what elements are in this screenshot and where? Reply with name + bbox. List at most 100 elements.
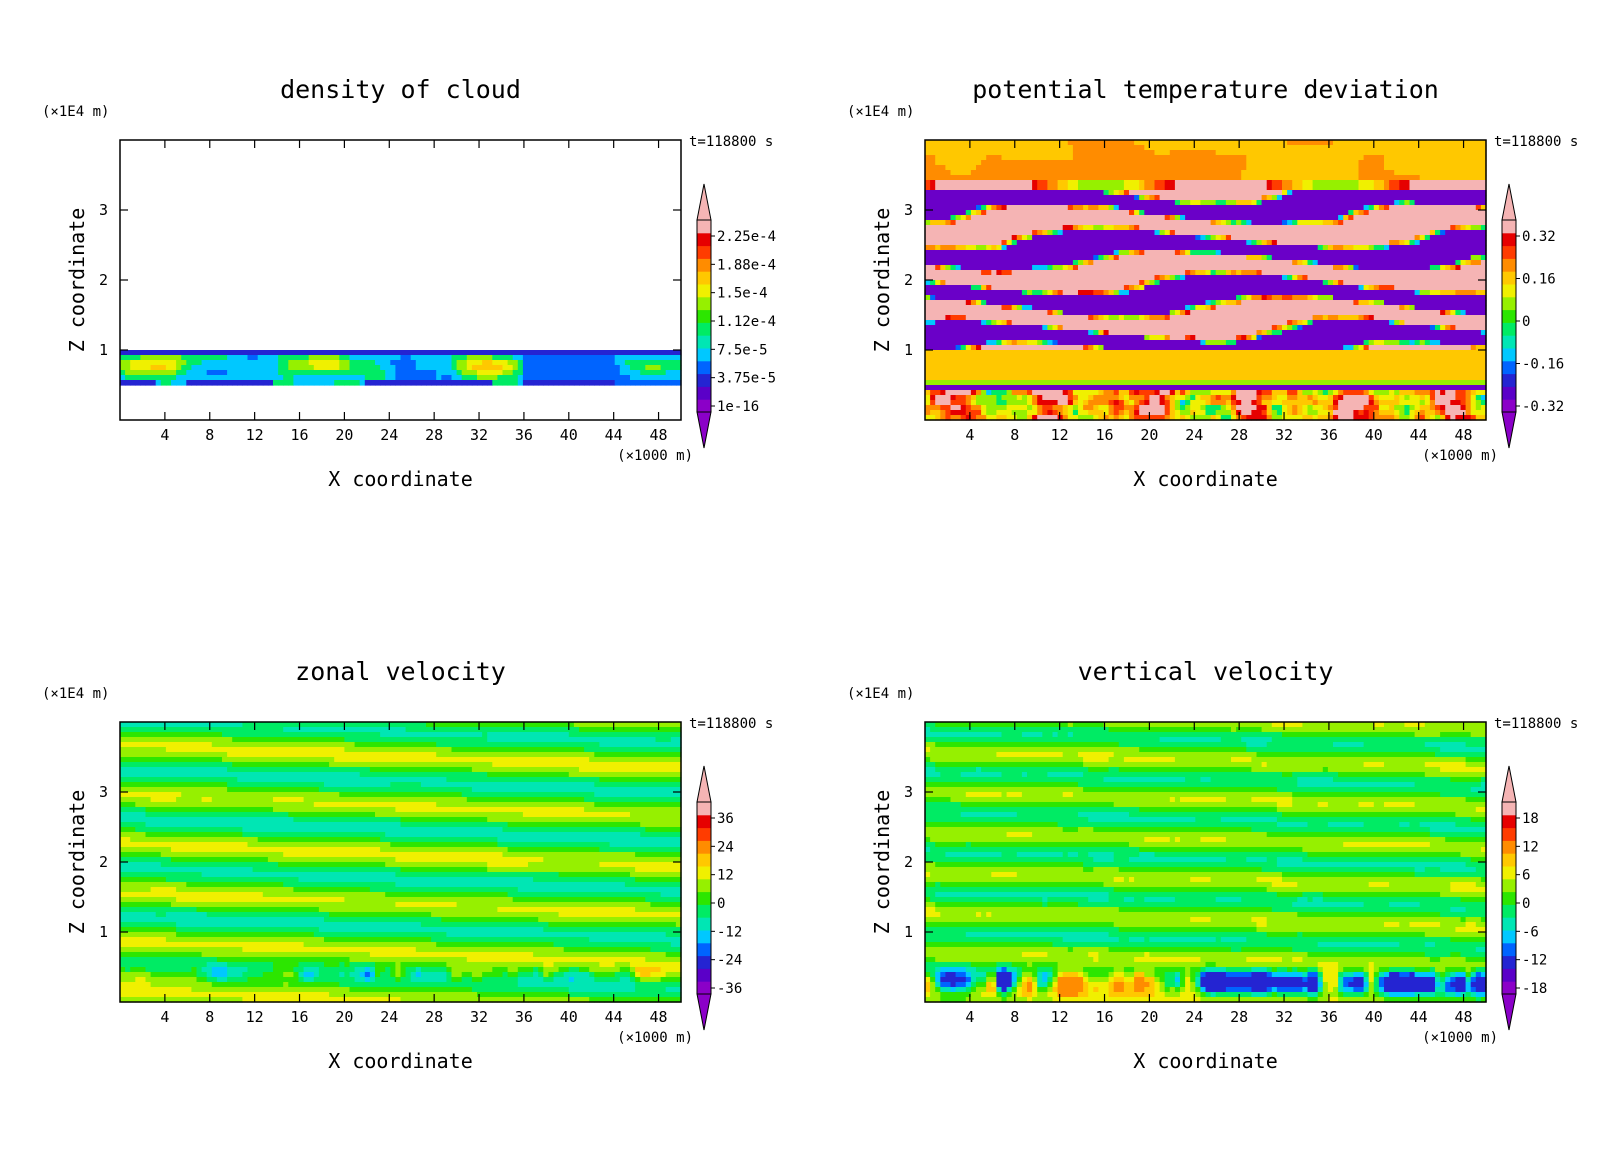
heatmap-cell — [594, 355, 600, 361]
heatmap-cell — [145, 365, 152, 371]
heatmap-cell — [996, 205, 1003, 211]
heatmap-cell — [1241, 320, 1247, 326]
heatmap-cell — [1011, 270, 1018, 276]
heatmap-cell — [1246, 325, 1252, 331]
heatmap-cell — [1129, 305, 1135, 311]
heatmap-cell — [1088, 300, 1094, 306]
heatmap-cell — [1149, 150, 1156, 156]
heatmap-cell — [1399, 285, 1405, 291]
heatmap-cell — [563, 350, 570, 356]
heatmap-cell — [925, 305, 931, 311]
heatmap-cell — [1399, 205, 1405, 211]
heatmap-cell — [1317, 320, 1324, 326]
heatmap-cell — [1445, 155, 1451, 161]
heatmap-cell — [1154, 195, 1161, 201]
heatmap-cell — [986, 170, 992, 176]
heatmap-cell — [1424, 265, 1431, 271]
heatmap-cell — [1271, 185, 1278, 191]
heatmap-cell — [1190, 255, 1196, 261]
heatmap-cell — [1062, 300, 1069, 306]
heatmap-cell — [1134, 280, 1140, 286]
heatmap-cell — [1200, 190, 1207, 196]
heatmap-cell — [1062, 155, 1069, 161]
heatmap-cell — [965, 155, 972, 161]
heatmap-cell — [1307, 260, 1314, 266]
heatmap-cell — [533, 370, 539, 376]
heatmap-cell — [354, 375, 361, 381]
heatmap-cell — [1098, 210, 1105, 216]
heatmap-cell — [1016, 325, 1023, 331]
heatmap-cell — [1047, 295, 1054, 301]
heatmap-cell — [976, 275, 982, 281]
heatmap-cell — [1414, 270, 1421, 276]
heatmap-cell — [986, 150, 992, 156]
heatmap-cell — [278, 360, 284, 366]
heatmap-cell — [1378, 140, 1385, 146]
heatmap-cell — [1271, 175, 1278, 181]
heatmap-cell — [349, 365, 356, 371]
heatmap-cell — [1419, 315, 1426, 321]
heatmap-cell — [1348, 235, 1354, 241]
heatmap-cell — [1358, 230, 1365, 236]
heatmap-cell — [1368, 210, 1375, 216]
heatmap-cell — [955, 285, 962, 291]
heatmap-cell — [1139, 270, 1145, 276]
heatmap-cell — [1123, 320, 1130, 326]
heatmap-cell — [1113, 310, 1120, 316]
heatmap-cell — [1103, 235, 1110, 241]
heatmap-cell — [1470, 315, 1477, 321]
heatmap-cell — [538, 360, 544, 366]
heatmap-cell — [1251, 185, 1258, 191]
heatmap-cell — [1358, 290, 1365, 296]
heatmap-cell — [1032, 140, 1038, 146]
heatmap-cell — [278, 380, 284, 386]
heatmap-cell — [1419, 265, 1426, 271]
heatmap-cell — [1297, 225, 1303, 231]
heatmap-cell — [1465, 285, 1472, 291]
heatmap-cell — [1322, 250, 1329, 256]
heatmap-cell — [1001, 300, 1008, 306]
heatmap-cell — [1057, 215, 1064, 221]
heatmap-cell — [925, 235, 931, 241]
heatmap-cell — [1072, 185, 1079, 191]
heatmap-cell — [1271, 160, 1278, 166]
heatmap-cell — [925, 145, 931, 151]
heatmap-cell — [522, 380, 529, 386]
heatmap-cell — [1460, 195, 1467, 201]
heatmap-cell — [1312, 170, 1319, 176]
heatmap-cell — [1067, 235, 1074, 241]
heatmap-cell — [579, 375, 585, 381]
heatmap-cell — [945, 230, 952, 236]
heatmap-cell — [970, 315, 977, 321]
heatmap-cell — [1414, 175, 1421, 181]
heatmap-cell — [1001, 225, 1008, 231]
heatmap-cell — [1302, 145, 1309, 151]
heatmap-cell — [1414, 245, 1421, 251]
heatmap-cell — [594, 360, 600, 366]
heatmap-cell — [1302, 160, 1309, 166]
heatmap-cell — [1118, 205, 1125, 211]
heatmap-cell — [1154, 245, 1161, 251]
heatmap-cell — [216, 380, 223, 386]
heatmap-cell — [940, 180, 946, 186]
heatmap-cell — [1276, 320, 1283, 326]
heatmap-cell — [1378, 195, 1385, 201]
heatmap-cell — [1062, 310, 1069, 316]
heatmap-cell — [543, 375, 549, 381]
heatmap-cell — [1450, 140, 1456, 146]
heatmap-cell — [1435, 185, 1441, 191]
heatmap-cell — [1078, 245, 1084, 251]
heatmap-cell — [1450, 160, 1456, 166]
heatmap-cell — [1001, 180, 1008, 186]
heatmap-cell — [1154, 320, 1161, 326]
heatmap-cell — [1241, 250, 1247, 256]
heatmap-cell — [1174, 240, 1181, 246]
heatmap-cell — [1047, 275, 1054, 281]
heatmap-cell — [1174, 170, 1181, 176]
heatmap-cell — [1384, 315, 1390, 321]
heatmap-cell — [1180, 155, 1186, 161]
heatmap-cell — [1037, 280, 1043, 286]
heatmap-cell — [1134, 255, 1140, 261]
heatmap-cell — [925, 290, 931, 296]
heatmap-cell — [436, 360, 442, 366]
